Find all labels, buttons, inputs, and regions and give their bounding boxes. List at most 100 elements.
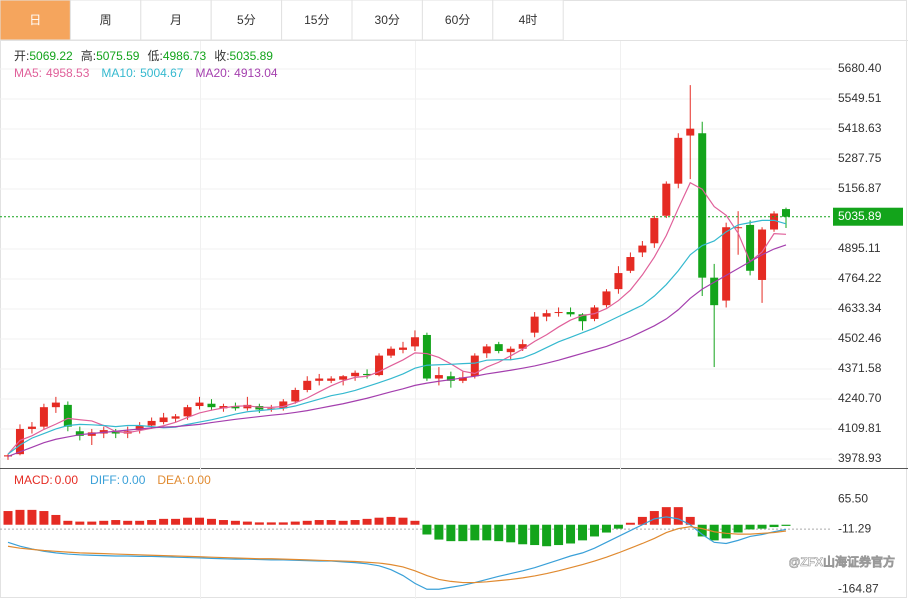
legend-value: 4958.53 (46, 66, 90, 80)
macd-bar (15, 509, 25, 525)
macd-bar (386, 516, 396, 525)
macd-bar (673, 507, 683, 525)
macd-bar (649, 511, 659, 525)
candle-body (530, 316, 539, 333)
y-tick-label: 5418.63 (838, 121, 882, 135)
legend-value: 0.00 (187, 473, 211, 487)
candle-body (51, 402, 60, 408)
macd-bar (637, 516, 647, 525)
candle-body (470, 355, 479, 377)
y-tick-label: 4502.46 (838, 331, 882, 345)
legend-label: MA10: (101, 66, 136, 80)
ohlc-value: 5069.22 (29, 49, 73, 63)
candle-body (506, 348, 515, 353)
macd-bar (530, 524, 540, 546)
candle-body (15, 428, 24, 455)
candle-body (494, 344, 503, 352)
macd-bar (326, 520, 336, 525)
macd-bar (135, 520, 145, 525)
macd-bar (218, 520, 228, 525)
macd-bar (518, 524, 528, 545)
tab[interactable] (0, 0, 71, 41)
candle-body (674, 137, 683, 184)
macd-bar (757, 524, 767, 529)
y-tick-label: 4109.81 (838, 421, 882, 435)
macd-bar (171, 518, 181, 525)
line-series (7, 526, 787, 584)
macd-bar (601, 524, 611, 533)
ohlc-value: 5035.89 (230, 49, 274, 63)
candle-body (410, 337, 419, 347)
legend-label: DEA: (157, 473, 185, 487)
candle-body (422, 334, 431, 379)
y-tick-label: 5156.87 (838, 181, 882, 195)
candle-body (734, 227, 743, 229)
candle-body (482, 346, 491, 354)
candle-body (243, 404, 252, 409)
ohlc-value: 5075.59 (96, 49, 140, 63)
ohlc-label: 开: (14, 49, 29, 63)
legend-label: MA20: (195, 66, 230, 80)
tab-label[interactable]: 月 (170, 13, 182, 27)
last-price-tag (833, 207, 903, 226)
macd-bar (254, 522, 264, 525)
candle-body (327, 378, 336, 381)
macd-bar (147, 520, 157, 525)
candle-body (662, 183, 671, 216)
macd-bar (338, 520, 348, 525)
candle-body (75, 431, 84, 436)
tab-label[interactable]: 15分 (304, 13, 329, 27)
candle-body (207, 403, 216, 408)
tab[interactable] (351, 0, 423, 41)
candle-body (578, 314, 587, 322)
candle-body (542, 313, 551, 317)
tab[interactable] (492, 0, 564, 41)
candle-body (446, 376, 455, 381)
tab[interactable] (140, 0, 212, 41)
candle-body (315, 378, 324, 381)
macd-bar (159, 518, 169, 525)
macd-bar (494, 524, 504, 542)
tab-label[interactable]: 日 (29, 13, 41, 27)
candle-body (434, 375, 443, 379)
macd-bar (195, 517, 205, 525)
legend-label: MACD: (14, 473, 53, 487)
tab-label[interactable]: 4时 (519, 13, 538, 27)
candle-body (398, 347, 407, 350)
candle-body (147, 420, 156, 426)
tab[interactable] (69, 0, 142, 41)
candle-body (195, 402, 204, 407)
candle-body (219, 406, 228, 409)
candle-body (27, 426, 36, 429)
candle-body (602, 291, 611, 306)
macd-bar (123, 520, 133, 525)
last-price-label: 5035.89 (838, 209, 882, 223)
y-tick-label: 4371.58 (838, 361, 882, 375)
y-tick-label: 3978.93 (838, 451, 882, 465)
candle-body (387, 348, 396, 356)
tab[interactable] (421, 0, 494, 41)
macd-bar (733, 524, 743, 533)
macd-bar (434, 524, 444, 540)
tab-label[interactable]: 60分 (445, 13, 470, 27)
candle-body (363, 373, 372, 376)
macd-bar (458, 524, 468, 542)
candle-body (111, 431, 120, 434)
macd-bar (111, 520, 121, 525)
tab-label[interactable]: 30分 (375, 13, 400, 27)
candle-body (614, 273, 623, 290)
macd-bar (51, 514, 61, 525)
tab-label[interactable]: 5分 (237, 13, 256, 27)
ohlc-value: 4986.73 (163, 49, 207, 63)
candle-body (650, 218, 659, 244)
macd-bar (3, 511, 13, 525)
candle-body (518, 344, 527, 349)
macd-bar (374, 517, 384, 525)
legend-value: 0.00 (122, 473, 146, 487)
candle-body (566, 312, 575, 315)
macd-bar (39, 511, 49, 525)
candle-body (375, 355, 384, 376)
tab-label[interactable]: 周 (100, 13, 112, 27)
